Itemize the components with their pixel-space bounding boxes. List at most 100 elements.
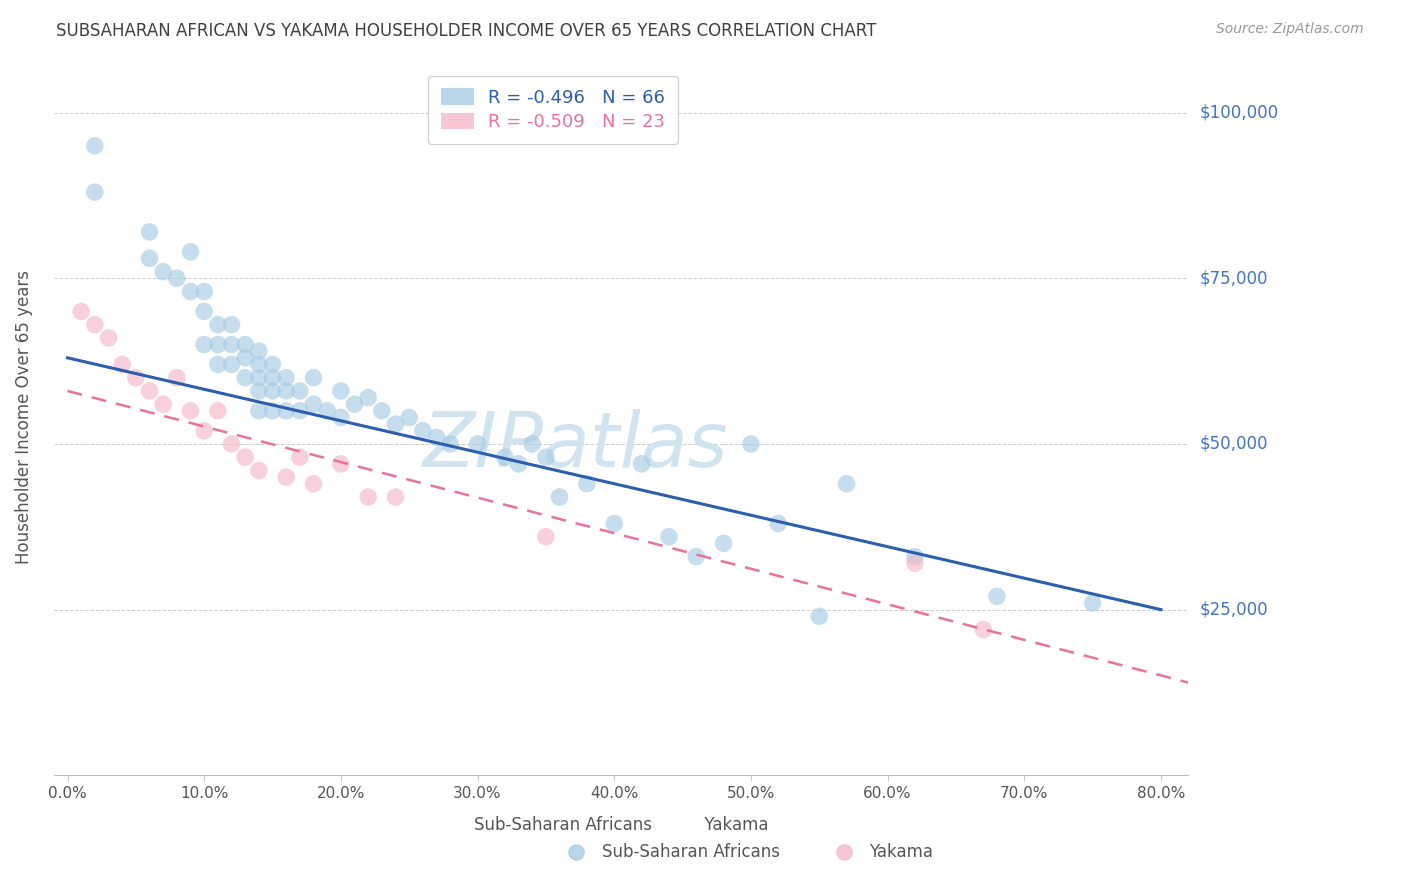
Point xyxy=(83,138,105,153)
Point xyxy=(832,845,855,859)
Point xyxy=(166,271,188,285)
Point xyxy=(276,470,298,484)
Point xyxy=(713,536,735,550)
Point xyxy=(233,337,256,351)
Text: Source: ZipAtlas.com: Source: ZipAtlas.com xyxy=(1216,22,1364,37)
Point xyxy=(384,417,406,431)
Point xyxy=(534,450,557,465)
Point xyxy=(180,285,202,299)
Point xyxy=(575,476,598,491)
Point xyxy=(534,530,557,544)
Point xyxy=(835,476,858,491)
Point xyxy=(658,530,681,544)
Point xyxy=(233,450,256,465)
Point xyxy=(371,404,394,418)
Point xyxy=(740,437,762,451)
Point xyxy=(221,358,243,372)
Point xyxy=(138,225,160,239)
Text: $75,000: $75,000 xyxy=(1199,269,1268,287)
Point xyxy=(247,370,270,384)
Legend: R = -0.496   N = 66, R = -0.509   N = 23: R = -0.496 N = 66, R = -0.509 N = 23 xyxy=(429,76,678,144)
Point xyxy=(329,410,352,425)
Point xyxy=(180,244,202,259)
Point xyxy=(522,437,544,451)
Point xyxy=(904,556,927,570)
Point xyxy=(357,490,380,504)
Point xyxy=(152,265,174,279)
Point xyxy=(125,370,148,384)
Point xyxy=(904,549,927,564)
Point xyxy=(986,590,1008,604)
Point xyxy=(138,252,160,266)
Point xyxy=(494,450,516,465)
Point xyxy=(357,391,380,405)
Point xyxy=(221,437,243,451)
Point xyxy=(768,516,790,531)
Point xyxy=(193,304,215,318)
Point xyxy=(207,358,229,372)
Point xyxy=(329,457,352,471)
Point xyxy=(247,463,270,477)
Text: $25,000: $25,000 xyxy=(1199,600,1268,619)
Point xyxy=(233,370,256,384)
Point xyxy=(83,318,105,332)
Point xyxy=(207,318,229,332)
Point xyxy=(412,424,434,438)
Point xyxy=(193,337,215,351)
Point xyxy=(193,285,215,299)
Point xyxy=(302,476,325,491)
Point xyxy=(207,404,229,418)
Point xyxy=(111,358,134,372)
Point xyxy=(247,404,270,418)
Point xyxy=(247,344,270,359)
Point xyxy=(221,337,243,351)
Point xyxy=(262,384,284,398)
Point xyxy=(83,185,105,199)
Point xyxy=(508,457,530,471)
Point xyxy=(152,397,174,411)
Point xyxy=(262,404,284,418)
Point xyxy=(302,370,325,384)
Point xyxy=(207,337,229,351)
Point xyxy=(316,404,339,418)
Point xyxy=(288,450,311,465)
Point xyxy=(630,457,652,471)
Text: Yakama: Yakama xyxy=(869,843,934,861)
Point xyxy=(302,397,325,411)
Point xyxy=(808,609,831,624)
Point xyxy=(439,437,461,451)
Point xyxy=(329,384,352,398)
Point xyxy=(193,424,215,438)
Point xyxy=(97,331,120,345)
Point xyxy=(262,370,284,384)
Point xyxy=(565,845,588,859)
Point xyxy=(276,370,298,384)
Point xyxy=(180,404,202,418)
Point xyxy=(221,318,243,332)
Text: $100,000: $100,000 xyxy=(1199,103,1278,121)
Point xyxy=(288,384,311,398)
Point xyxy=(247,358,270,372)
Text: Sub-Saharan Africans          Yakama: Sub-Saharan Africans Yakama xyxy=(474,816,768,834)
Point xyxy=(603,516,626,531)
Point xyxy=(276,384,298,398)
Point xyxy=(467,437,489,451)
Text: Sub-Saharan Africans: Sub-Saharan Africans xyxy=(602,843,780,861)
Text: $50,000: $50,000 xyxy=(1199,435,1268,453)
Point xyxy=(548,490,571,504)
Point xyxy=(247,384,270,398)
Point xyxy=(262,358,284,372)
Point xyxy=(233,351,256,365)
Point xyxy=(166,370,188,384)
Point xyxy=(425,430,447,444)
Point xyxy=(384,490,406,504)
Point xyxy=(288,404,311,418)
Point xyxy=(972,623,994,637)
Point xyxy=(138,384,160,398)
Text: SUBSAHARAN AFRICAN VS YAKAMA HOUSEHOLDER INCOME OVER 65 YEARS CORRELATION CHART: SUBSAHARAN AFRICAN VS YAKAMA HOUSEHOLDER… xyxy=(56,22,876,40)
Text: ZIPatlas: ZIPatlas xyxy=(423,409,728,483)
Point xyxy=(1081,596,1104,610)
Point xyxy=(276,404,298,418)
Point xyxy=(685,549,707,564)
Point xyxy=(398,410,420,425)
